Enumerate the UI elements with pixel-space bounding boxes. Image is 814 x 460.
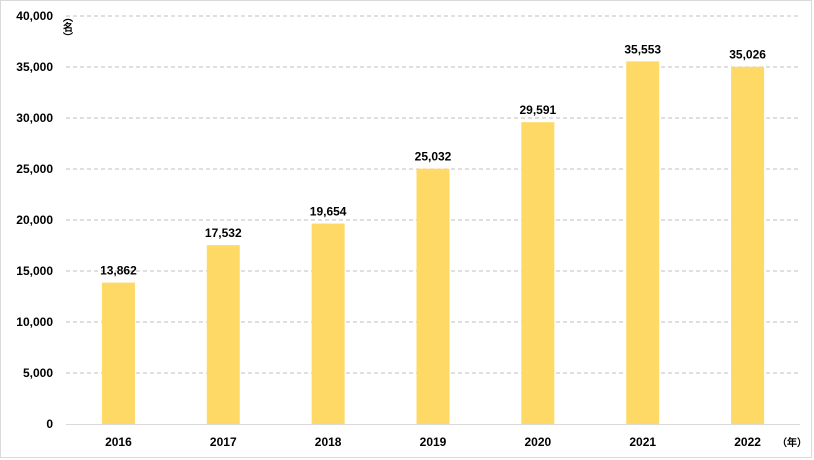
x-tick-label: 2021 [629, 435, 656, 449]
bar [101, 282, 135, 424]
y-tick-label: 35,000 [16, 60, 53, 74]
x-tick-label: 2016 [105, 435, 132, 449]
y-tick-label: 20,000 [16, 213, 53, 227]
y-tick-label: 30,000 [16, 111, 53, 125]
data-label: 35,026 [729, 48, 766, 62]
data-label: 17,532 [205, 226, 242, 240]
x-tick-label: 2018 [315, 435, 342, 449]
x-tick-label: 2022 [734, 435, 761, 449]
data-label: 29,591 [520, 103, 557, 117]
y-tick-label: 40,000 [16, 9, 53, 23]
data-label: 19,654 [310, 205, 347, 219]
y-tick-label: 10,000 [16, 315, 53, 329]
bar [521, 122, 555, 424]
x-tick-label: 2017 [210, 435, 237, 449]
y-tick-label: 25,000 [16, 162, 53, 176]
y-unit-label: （名） [61, 12, 74, 42]
y-tick-label: 0 [46, 417, 53, 431]
bar [626, 61, 660, 424]
data-label: 35,553 [624, 42, 661, 56]
data-label: 25,032 [415, 150, 452, 164]
bar [206, 245, 240, 424]
x-tick-label: 2019 [420, 435, 447, 449]
data-label: 13,862 [100, 264, 137, 278]
x-tick-label: 2020 [525, 435, 552, 449]
y-tick-label: 5,000 [23, 366, 53, 380]
bar [416, 168, 450, 424]
bar [311, 223, 345, 424]
x-unit-label: （年） [777, 436, 807, 449]
bar [731, 66, 765, 424]
y-tick-label: 15,000 [16, 264, 53, 278]
